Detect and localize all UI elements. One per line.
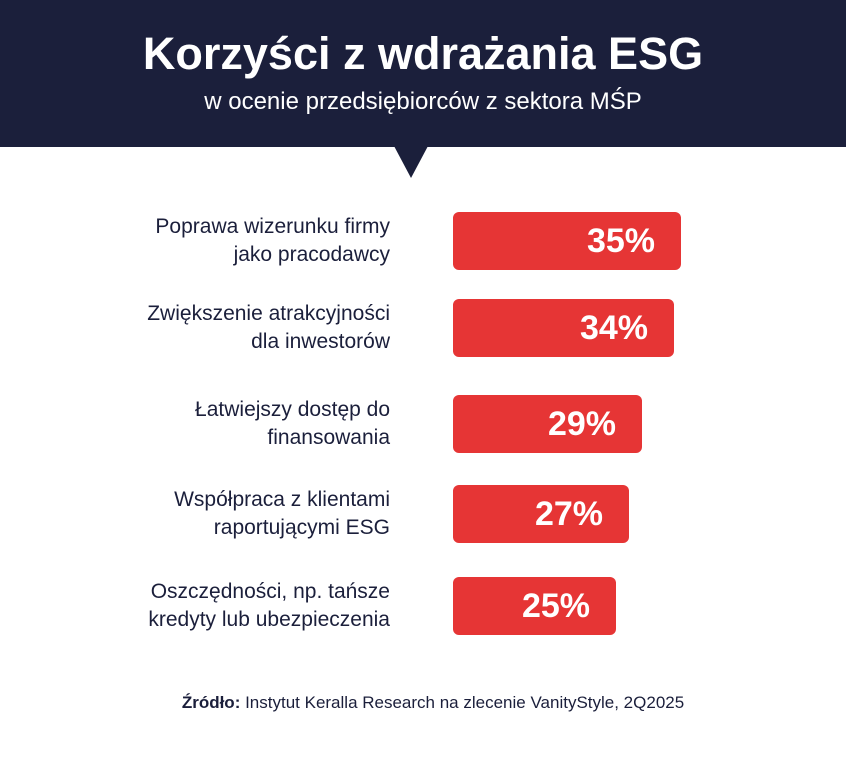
category-label-line: Poprawa wizerunku firmy bbox=[155, 215, 390, 238]
source-note: Źródło: Instytut Keralla Research na zle… bbox=[0, 693, 846, 713]
bar: 29% bbox=[453, 395, 642, 453]
bar: 25% bbox=[453, 577, 616, 635]
bar: 35% bbox=[453, 212, 681, 270]
source-label: Źródło: bbox=[181, 693, 241, 712]
bar-value-label: 25% bbox=[521, 586, 590, 625]
header-pointer bbox=[394, 146, 428, 178]
bar-value-label: 27% bbox=[534, 494, 603, 533]
bar: 34% bbox=[453, 299, 674, 357]
category-label-line: finansowania bbox=[267, 426, 390, 449]
chart-title: Korzyści z wdrażania ESG bbox=[142, 28, 704, 79]
bar-value-label: 29% bbox=[547, 404, 616, 443]
category-label: Oszczędności, np. tańsze kredyty lub ubez… bbox=[60, 578, 390, 634]
category-label-line: Zwiększenie atrakcyjności bbox=[147, 302, 390, 325]
category-label: Współpraca z klientami raportującymi ESG bbox=[60, 486, 390, 542]
source-text: Instytut Keralla Research na zlecenie Va… bbox=[240, 693, 685, 712]
category-label-line: Łatwiejszy dostęp do bbox=[195, 398, 390, 421]
chart-subtitle: w ocenie przedsiębiorców z sektora MŚP bbox=[204, 88, 642, 115]
category-label-line: dla inwestorów bbox=[251, 330, 390, 353]
category-label: Zwiększenie atrakcyjności dla inwestorów bbox=[60, 300, 390, 356]
category-label-line: Oszczędności, np. tańsze bbox=[150, 580, 390, 603]
bar-value-label: 34% bbox=[579, 308, 648, 347]
header-banner bbox=[0, 0, 846, 147]
category-label-line: Współpraca z klientami bbox=[174, 488, 390, 511]
category-label-line: raportującymi ESG bbox=[213, 516, 390, 539]
category-label: Poprawa wizerunku firmy jako pracodawcy bbox=[60, 213, 390, 269]
bar: 27% bbox=[453, 485, 629, 543]
category-label-line: jako pracodawcy bbox=[233, 243, 390, 266]
category-label: Łatwiejszy dostęp do finansowania bbox=[60, 396, 390, 452]
bar-value-label: 35% bbox=[586, 221, 655, 260]
category-label-line: kredyty lub ubezpieczenia bbox=[148, 608, 390, 631]
